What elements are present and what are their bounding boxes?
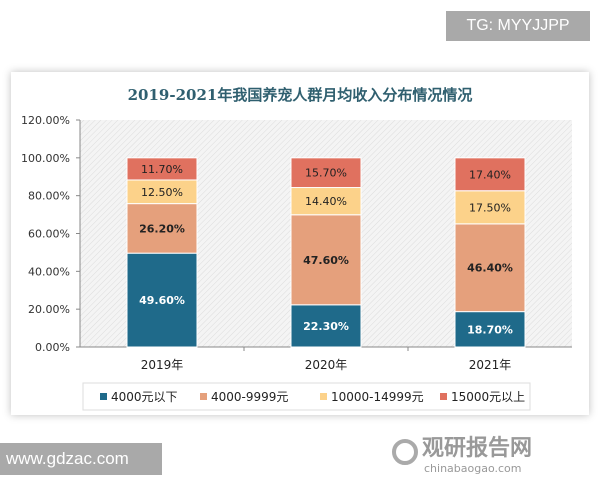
legend-label: 10000-14999元	[331, 390, 424, 404]
x-tick-label: 2021年	[469, 358, 512, 372]
legend-swatch	[320, 393, 327, 400]
header-tag: TG: MYYJJPP	[446, 11, 590, 41]
legend-swatch	[440, 393, 447, 400]
data-label: 47.60%	[303, 254, 349, 267]
data-label: 18.70%	[467, 323, 513, 336]
data-label: 17.40%	[469, 168, 511, 181]
legend-swatch	[200, 393, 207, 400]
x-tick-label: 2020年	[305, 358, 348, 372]
bar-segment	[290, 214, 362, 306]
watermark-logo-icon	[392, 439, 418, 465]
legend-label: 4000元以下	[111, 390, 178, 404]
y-tick-label: 80.00%	[28, 190, 70, 203]
watermark: 观研报告网 chinabaogao.com	[392, 436, 532, 475]
y-tick-label: 120.00%	[21, 114, 70, 127]
bar-segment	[454, 190, 526, 225]
y-tick-label: 20.00%	[28, 303, 70, 316]
y-tick-label: 60.00%	[28, 228, 70, 241]
data-label: 11.70%	[141, 163, 183, 176]
y-tick-label: 100.00%	[21, 152, 70, 165]
y-tick-label: 0.00%	[35, 341, 70, 354]
bar-segment	[290, 187, 362, 216]
chart-title: 2019-2021年我国养宠人群月均收入分布情况情况	[128, 86, 473, 104]
data-label: 49.60%	[139, 294, 185, 307]
legend-box	[82, 382, 531, 411]
y-tick-label: 40.00%	[28, 265, 70, 278]
legend-label: 15000元以上	[451, 390, 525, 404]
data-label: 26.20%	[139, 222, 185, 235]
bar-segment	[290, 304, 362, 348]
bar-segment	[454, 157, 526, 192]
legend-swatch	[100, 393, 107, 400]
data-label: 22.30%	[303, 320, 349, 333]
footer-site: www.gdzac.com	[0, 443, 162, 475]
data-label: 12.50%	[141, 186, 183, 199]
bar-segment	[454, 223, 526, 313]
bar-segment	[126, 203, 198, 254]
bar-segment	[290, 157, 362, 189]
data-label: 46.40%	[467, 262, 513, 275]
bar-segment	[126, 157, 198, 181]
watermark-cn: 观研报告网	[422, 436, 532, 461]
data-label: 17.50%	[469, 201, 511, 214]
data-label: 14.40%	[305, 195, 347, 208]
legend-label: 4000-9999元	[211, 390, 288, 404]
x-tick-label: 2019年	[141, 358, 184, 372]
data-label: 15.70%	[305, 167, 347, 180]
watermark-en: chinabaogao.com	[424, 462, 522, 475]
bar-segment	[126, 252, 198, 348]
